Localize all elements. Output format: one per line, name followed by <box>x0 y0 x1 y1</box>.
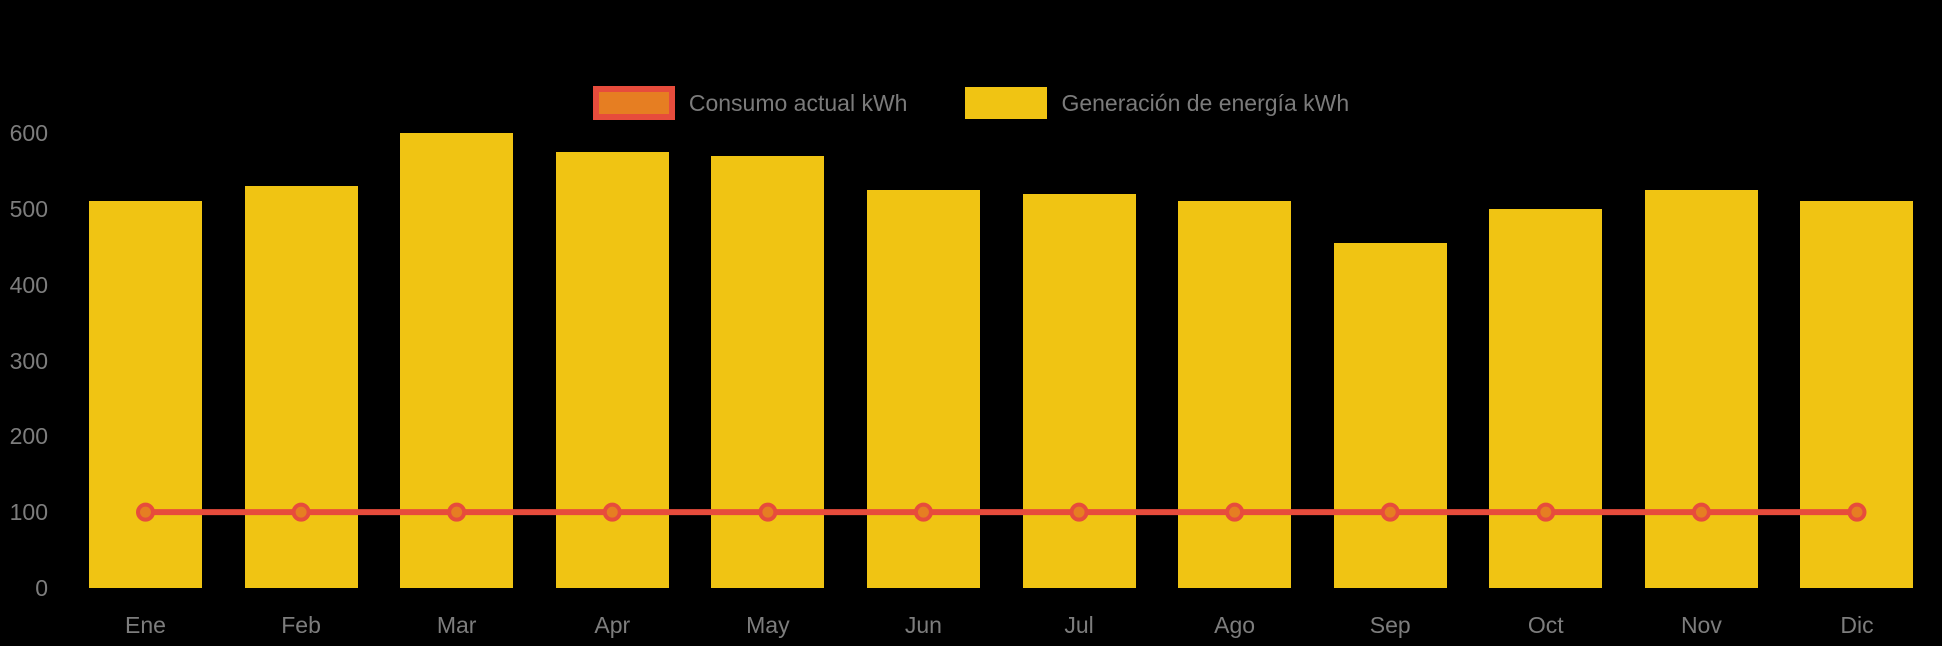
legend-label-generacion: Generación de energía kWh <box>1061 89 1350 116</box>
consumo-swatch-icon <box>592 86 675 120</box>
x-tick-jul: Jul <box>1064 612 1094 638</box>
x-tick-feb: Feb <box>281 612 321 638</box>
y-tick-500: 500 <box>9 195 48 222</box>
bar-oct <box>1489 208 1603 588</box>
x-tick-oct: Oct <box>1527 612 1564 638</box>
x-tick-ago: Ago <box>1214 612 1256 638</box>
y-tick-200: 200 <box>9 423 48 450</box>
bar-apr <box>555 151 669 588</box>
x-tick-dic: Dic <box>1840 612 1874 638</box>
y-tick-600: 600 <box>9 120 48 146</box>
generacion-swatch-icon <box>965 87 1048 119</box>
bar-mar <box>400 133 514 588</box>
y-tick-400: 400 <box>9 271 48 298</box>
x-tick-may: May <box>746 612 790 638</box>
x-tick-nov: Nov <box>1680 612 1722 638</box>
x-tick-ene: Ene <box>125 612 166 638</box>
bar-nov <box>1644 189 1758 588</box>
bar-ene <box>89 201 202 588</box>
bar-sep <box>1333 242 1447 588</box>
x-tick-sep: Sep <box>1369 612 1411 638</box>
bar-feb <box>244 186 358 588</box>
bar-dic <box>1800 201 1914 588</box>
bar-may <box>711 155 825 588</box>
x-tick-apr: Apr <box>594 612 631 638</box>
legend-item-generacion[interactable]: Generación de energía kWh <box>965 87 1349 119</box>
bar-jun <box>866 189 980 588</box>
legend-item-consumo[interactable]: Consumo actual kWh <box>592 86 908 120</box>
y-tick-300: 300 <box>9 347 48 374</box>
y-tick-0: 0 <box>35 575 48 601</box>
bar-ago <box>1178 201 1292 588</box>
bar-jul <box>1022 193 1136 588</box>
x-tick-jun: Jun <box>904 612 942 638</box>
y-tick-100: 100 <box>9 499 48 526</box>
x-tick-mar: Mar <box>436 612 477 638</box>
legend-label-consumo: Consumo actual kWh <box>688 89 908 116</box>
chart-legend: Consumo actual kWh Generación de energía… <box>0 86 1942 120</box>
